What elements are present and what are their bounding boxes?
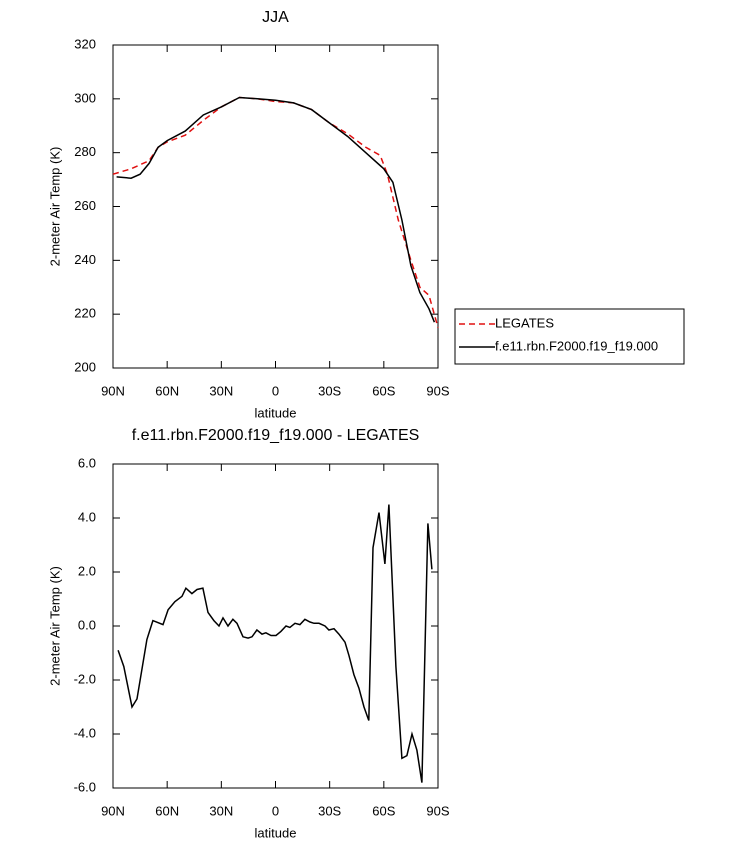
y-tick-label: 2.0 [78, 563, 96, 578]
x-axis-label: latitude [255, 405, 297, 420]
chart-title: JJA [262, 9, 289, 26]
y-tick-label: -6.0 [74, 779, 96, 794]
x-tick-label: 90N [101, 383, 125, 398]
legend-label: f.e11.rbn.F2000.f19_f19.000 [495, 338, 658, 353]
y-tick-label: 200 [74, 359, 96, 374]
x-axis-label: latitude [255, 825, 297, 840]
chart-title: f.e11.rbn.F2000.f19_f19.000 - LEGATES [132, 427, 420, 444]
x-tick-label: 30S [318, 803, 341, 818]
data-line [117, 504, 433, 783]
x-tick-label: 60S [372, 383, 395, 398]
y-tick-label: -4.0 [74, 725, 96, 740]
legend-box [454, 308, 685, 365]
plot-frame [112, 44, 439, 369]
y-axis-label: 2-meter Air Temp (K) [47, 147, 62, 267]
data-line [112, 96, 439, 328]
y-tick-label: 300 [74, 90, 96, 105]
x-tick-label: 60N [155, 803, 179, 818]
data-line [116, 96, 436, 323]
y-tick-label: 6.0 [78, 455, 96, 470]
x-tick-label: 0 [272, 383, 279, 398]
legend-label: LEGATES [495, 315, 554, 330]
y-tick-label: 260 [74, 198, 96, 213]
x-tick-label: 90N [101, 803, 125, 818]
x-tick-label: 60N [155, 383, 179, 398]
x-tick-label: 90S [426, 383, 449, 398]
y-tick-label: 4.0 [78, 509, 96, 524]
y-tick-label: 320 [74, 36, 96, 51]
y-tick-label: -2.0 [74, 671, 96, 686]
x-tick-label: 0 [272, 803, 279, 818]
x-tick-label: 30N [209, 803, 233, 818]
y-tick-label: 280 [74, 144, 96, 159]
x-tick-label: 60S [372, 803, 395, 818]
y-tick-label: 240 [74, 252, 96, 267]
y-tick-label: 0.0 [78, 617, 96, 632]
y-tick-label: 220 [74, 306, 96, 321]
x-tick-label: 90S [426, 803, 449, 818]
y-axis-label: 2-meter Air Temp (K) [47, 566, 62, 686]
x-tick-label: 30S [318, 383, 341, 398]
x-tick-label: 30N [209, 383, 233, 398]
